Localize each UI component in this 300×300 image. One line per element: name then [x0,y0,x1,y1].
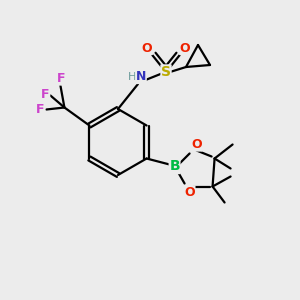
Text: F: F [41,88,50,101]
Text: S: S [161,65,171,79]
Text: F: F [36,103,45,116]
Text: H: H [128,72,136,82]
Text: O: O [142,41,152,55]
Text: O: O [191,138,202,151]
Text: O: O [184,186,195,199]
Text: O: O [180,41,190,55]
Text: N: N [136,70,146,83]
Text: B: B [169,160,180,173]
Text: F: F [57,72,66,85]
